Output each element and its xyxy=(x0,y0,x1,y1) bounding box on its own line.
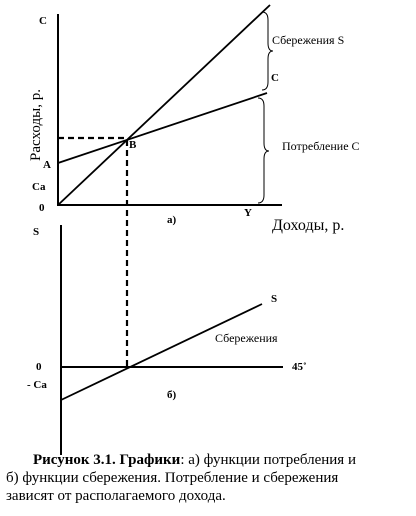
savings-line xyxy=(60,303,263,401)
axis-title: Доходы, р. xyxy=(272,217,344,234)
caption-line: зависят от располагаемого дохода. xyxy=(6,488,226,504)
brace xyxy=(261,11,274,91)
label: Сбережения xyxy=(215,331,278,345)
label: а) xyxy=(167,214,177,226)
label: Y xyxy=(244,207,252,219)
label: S xyxy=(33,226,39,238)
label: C xyxy=(271,72,279,84)
label: 0 xyxy=(39,202,45,214)
label: C xyxy=(39,15,47,27)
label: 0 xyxy=(36,361,42,373)
label: - Ca xyxy=(27,379,47,391)
brace xyxy=(257,97,270,204)
consumption-line xyxy=(57,92,268,164)
label: Ca xyxy=(32,181,46,193)
label: 45˚ xyxy=(292,361,307,373)
label: S xyxy=(271,293,277,305)
caption: Рисунок 3.1. Графики: а) функции потребл… xyxy=(33,452,356,468)
line-45 xyxy=(57,4,271,206)
caption-line: : а) функции потребления и xyxy=(180,452,356,468)
label: A xyxy=(43,159,51,171)
label: Потребление C xyxy=(282,139,360,153)
axis-title: Расходы, р. xyxy=(28,89,44,161)
label: Сбережения S xyxy=(272,33,344,47)
caption-bold: Рисунок 3.1. Графики xyxy=(33,452,181,468)
label: B xyxy=(129,139,137,151)
label: б) xyxy=(167,389,177,401)
caption-line: б) функции сбережения. Потребление и сбе… xyxy=(6,470,338,486)
